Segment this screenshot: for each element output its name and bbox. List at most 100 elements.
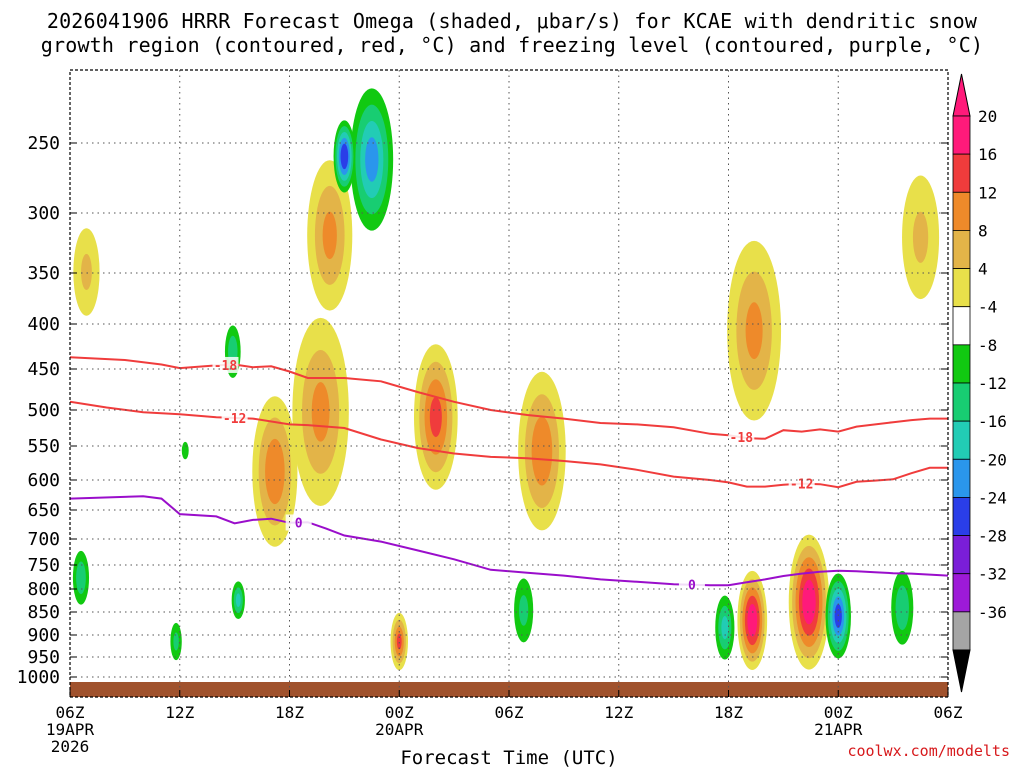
colorbar-label: -4 [978, 298, 997, 317]
y-tick-label: 400 [27, 314, 60, 335]
contour-label: 0 [688, 579, 696, 594]
omega-shade [429, 396, 442, 438]
contour-label: 0 [295, 516, 303, 531]
omega-shade [531, 416, 553, 486]
contour-label: -18 [730, 431, 754, 446]
omega-cell [727, 240, 782, 421]
x-axis-label: Forecast Time (UTC) [400, 747, 617, 768]
omega-cell [413, 344, 458, 490]
omega-shade [76, 561, 86, 595]
omega-cell [891, 570, 914, 645]
x-date-label: 21APR [814, 720, 863, 739]
chart-title-line1: 2026041906 HRRR Forecast Omega (shaded, … [46, 9, 978, 33]
colorbar-bin [952, 573, 971, 613]
omega-shade [912, 211, 929, 263]
omega-cell [514, 578, 534, 643]
omega-cell [170, 622, 182, 661]
colorbar-top-triangle [952, 73, 971, 117]
omega-shade [745, 302, 763, 360]
omega-shade [322, 211, 337, 260]
omega-shade [802, 579, 816, 625]
y-tick-label: 350 [27, 263, 60, 284]
omega-shade [265, 438, 285, 505]
omega-shade [173, 632, 179, 651]
y-tick-label: 900 [27, 625, 60, 646]
colorbar-label: -16 [978, 412, 1007, 431]
colorbar-bin [952, 115, 971, 155]
colorbar-bin [952, 153, 971, 193]
colorbar-bin [952, 230, 971, 269]
colorbar-bin [952, 458, 971, 498]
x-tick-label: 12Z [604, 703, 633, 722]
y-tick-label: 950 [27, 647, 60, 668]
x-tick-label: 06Z [56, 703, 85, 722]
omega-shade [235, 593, 241, 608]
x-date-label: 20APR [375, 720, 424, 739]
omega-cell [292, 317, 349, 506]
y-tick-label: 750 [27, 555, 60, 576]
x-tick-label: 12Z [165, 703, 194, 722]
colorbar-bin [952, 344, 971, 384]
credit-text: coolwx.com/modelts [847, 742, 1010, 760]
y-tick-label: 300 [27, 203, 60, 224]
omega-shade [340, 143, 349, 170]
omega-field [70, 88, 948, 697]
omega-cell [390, 612, 408, 671]
colorbar-bin [952, 382, 971, 422]
y-tick-label: 250 [27, 133, 60, 154]
y-tick-label: 500 [27, 400, 60, 421]
colorbar-label: 20 [978, 107, 997, 126]
omega-shade [365, 137, 379, 182]
x-tick-label: 00Z [385, 703, 414, 722]
contour-label: -12 [223, 412, 246, 427]
omega-shade [311, 382, 330, 442]
y-tick-label: 450 [27, 359, 60, 380]
colorbar-bin [952, 611, 971, 651]
colorbar-bottom-triangle [952, 649, 971, 693]
x-tick-label: 06Z [495, 703, 524, 722]
omega-shade [181, 441, 189, 460]
colorbar-label: -8 [978, 336, 997, 355]
plot-frame [69, 69, 949, 698]
dgz-top-line [70, 356, 948, 440]
colorbar-bin [952, 420, 971, 460]
colorbar-bin [952, 191, 971, 231]
omega-cell [73, 228, 100, 316]
omega-cell [737, 570, 768, 670]
colorbar-bin [952, 268, 971, 308]
colorbar-label: -32 [978, 565, 1007, 584]
colorbar-label: 8 [978, 221, 988, 240]
chart-title-line2: growth region (contoured, red, °C) and f… [40, 33, 984, 57]
x-date-label: 19APR [46, 720, 95, 739]
contour-label: -18 [214, 359, 238, 374]
colorbar-label: 4 [978, 260, 988, 279]
x-tick-label: 18Z [275, 703, 304, 722]
colorbar-label: -24 [978, 488, 1007, 507]
grid-lines [70, 70, 948, 697]
x-tick-label: 18Z [714, 703, 743, 722]
x-tick-label: 00Z [824, 703, 853, 722]
omega-shade [721, 615, 729, 640]
omega-shade [895, 585, 909, 631]
omega-shade [81, 253, 92, 291]
x-year-label: 2026 [51, 737, 90, 756]
omega-cell [252, 396, 298, 547]
y-tick-label: 1000 [17, 667, 60, 688]
omega-shade [519, 595, 529, 626]
colorbar: 20 16 12 8 4 -4 -8 -12 -16 -20 -24 -28 -32 -36 [952, 73, 1007, 693]
colorbar-label: -28 [978, 527, 1007, 546]
omega-shade [747, 604, 758, 637]
y-tick-label: 850 [27, 602, 60, 623]
omega-cell [518, 371, 566, 531]
contour-label-bg [285, 514, 312, 531]
omega-cell [350, 88, 394, 231]
omega-cell [788, 534, 830, 670]
colorbar-bin [952, 306, 971, 346]
x-tick-label: 06Z [934, 703, 963, 722]
y-tick-label: 550 [27, 436, 60, 457]
omega-shade [396, 633, 402, 650]
y-tick-label: 600 [27, 470, 60, 491]
colorbar-label: 12 [978, 183, 997, 202]
colorbar-label: 16 [978, 145, 997, 164]
